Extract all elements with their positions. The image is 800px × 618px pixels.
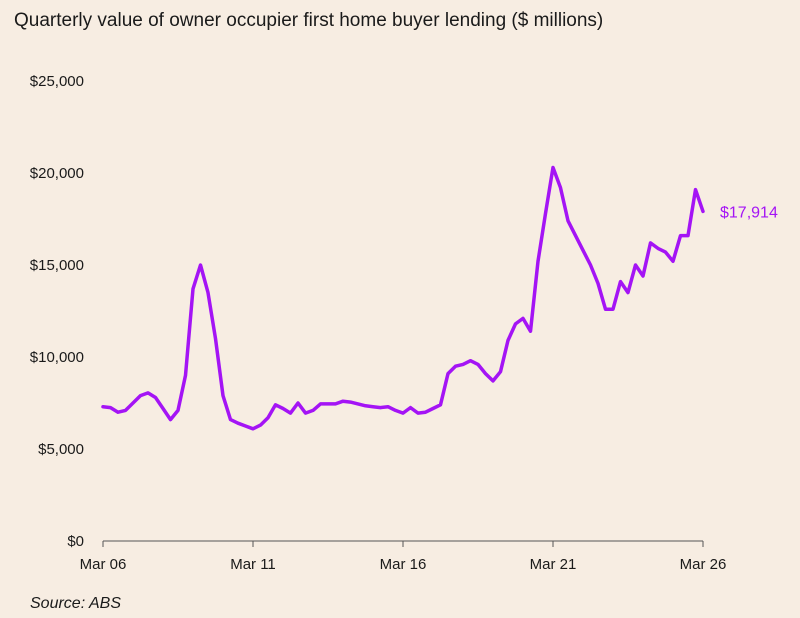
y-tick-label: $0: [67, 533, 84, 550]
x-axis: Mar 06 Mar 11 Mar 16 Mar 21 Mar 26: [80, 540, 727, 573]
chart-title: Quarterly value of owner occupier first …: [14, 10, 604, 31]
series-group: $17,914: [101, 165, 778, 431]
series-line: [101, 165, 705, 431]
y-tick-label: $10,000: [30, 349, 84, 366]
y-axis: $0 $5,000 $10,000 $15,000 $20,000 $25,000: [30, 73, 84, 550]
chart-source: Source: ABS: [30, 595, 122, 612]
x-tick-label: Mar 16: [380, 556, 427, 573]
y-tick-label: $15,000: [30, 257, 84, 274]
x-tick-label: Mar 21: [530, 556, 577, 573]
y-tick-label: $25,000: [30, 73, 84, 90]
x-tick-label: Mar 26: [680, 556, 727, 573]
y-tick-label: $5,000: [38, 441, 84, 458]
x-tick-label: Mar 11: [230, 556, 276, 573]
y-tick-label: $20,000: [30, 165, 84, 182]
end-value-label: $17,914: [720, 204, 778, 221]
x-tick-label: Mar 06: [80, 556, 127, 573]
